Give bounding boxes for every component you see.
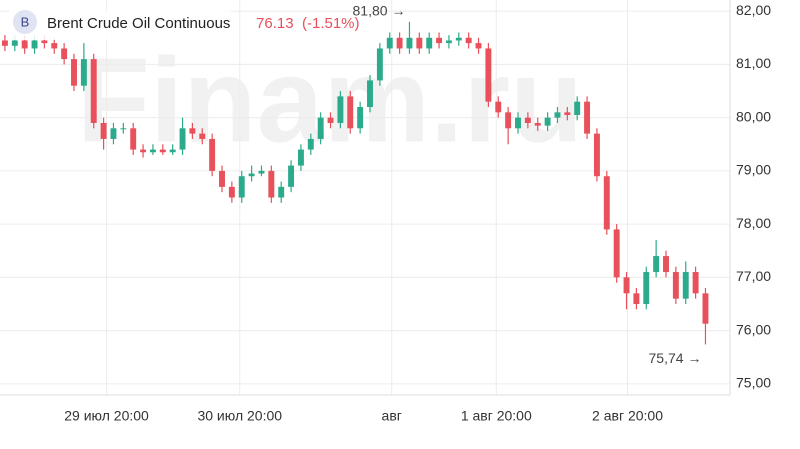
candle-body [199, 133, 206, 139]
y-tick-label: 82,00 [736, 2, 771, 18]
candle-body [495, 101, 502, 113]
candle-body [169, 149, 176, 153]
badge-circle [13, 10, 37, 34]
candle-body [248, 173, 255, 177]
candle-body [258, 170, 265, 174]
candle-body [179, 128, 186, 150]
price-annotation: 81,80 → [353, 3, 406, 19]
candle-body [653, 256, 660, 273]
x-tick-label: 29 июл 20:00 [64, 408, 149, 424]
candle-body [41, 40, 48, 44]
candle-body [672, 272, 679, 299]
badge: B [21, 14, 30, 29]
y-tick-label: 79,00 [736, 162, 771, 178]
candle-body [603, 176, 610, 230]
chart-title: Brent Crude Oil Continuous [47, 15, 230, 32]
candle-body [149, 149, 156, 153]
header-bg [8, 10, 232, 40]
candle-body [475, 43, 482, 49]
candle-body [159, 149, 166, 153]
candle-body [307, 138, 314, 150]
candle-body [692, 272, 699, 294]
candle-body [80, 59, 87, 86]
candle-body [1, 40, 8, 46]
candle-body [445, 40, 452, 44]
candle-body [396, 37, 403, 49]
candle-body [238, 176, 245, 198]
candle-body [574, 101, 581, 115]
candle-body [623, 277, 630, 294]
candle-body [140, 149, 147, 153]
candle-body [268, 170, 275, 198]
candles [1, 21, 709, 345]
candle-body [21, 40, 28, 49]
candle-body [663, 256, 669, 273]
candle-body [386, 37, 393, 49]
candle-body [613, 229, 620, 278]
candle-body [327, 117, 334, 123]
candle-body [534, 122, 541, 126]
y-tick-label: 77,00 [736, 268, 771, 284]
candle-body [643, 272, 650, 304]
candle-body [505, 112, 512, 129]
candle-body [524, 117, 531, 123]
y-tick-label: 76,00 [736, 321, 771, 337]
candle-body [189, 128, 196, 134]
candle-body [426, 37, 433, 49]
candle-body [584, 101, 591, 134]
candle-body [317, 117, 324, 139]
candle-body [31, 40, 38, 49]
change: (-1.51%) [302, 15, 360, 32]
watermark: Finam.ru [77, 34, 584, 168]
candle-body [367, 80, 373, 108]
candle-body [357, 107, 364, 129]
candle-body [554, 112, 561, 118]
candle-body [416, 37, 423, 49]
x-tick-label: авг [382, 408, 402, 424]
candle-body [228, 186, 235, 198]
y-tick-label: 78,00 [736, 215, 771, 231]
candle-body [288, 165, 295, 187]
candle-body [61, 48, 68, 60]
candle-body [120, 128, 127, 130]
candle-body [465, 37, 472, 44]
x-tick-label: 1 авг 20:00 [461, 408, 532, 424]
candle-body [564, 112, 571, 115]
candle-body [515, 117, 521, 129]
x-tick-label: 30 июл 20:00 [197, 408, 282, 424]
candle-body [11, 40, 18, 46]
candle-body [278, 186, 285, 198]
candle-body [682, 272, 689, 299]
candle-body [209, 138, 216, 171]
candle-body [297, 149, 304, 166]
candle-body [337, 96, 344, 123]
y-tick-label: 80,00 [736, 108, 771, 124]
candle-body [219, 170, 225, 187]
last-price: 76.13 [256, 15, 294, 32]
candle-body [436, 37, 443, 44]
candle-body [593, 133, 600, 177]
candle-body [71, 59, 77, 86]
candle-body [51, 43, 58, 49]
y-tick-label: 75,00 [736, 375, 771, 391]
candle-body [406, 37, 413, 49]
candle-body [455, 37, 462, 41]
price-annotation: 75,74 → [649, 350, 702, 366]
candle-body [100, 122, 107, 139]
x-tick-label: 2 авг 20:00 [592, 408, 663, 424]
candle-body [485, 48, 492, 102]
candle-body [633, 293, 640, 304]
candle-body [376, 48, 383, 81]
candle-body [130, 128, 137, 150]
candle-body [110, 128, 117, 139]
candle-body [347, 96, 354, 129]
candle-body [90, 59, 97, 123]
candle-body [702, 293, 709, 324]
y-tick-label: 81,00 [736, 55, 771, 71]
candle-body [544, 117, 551, 126]
